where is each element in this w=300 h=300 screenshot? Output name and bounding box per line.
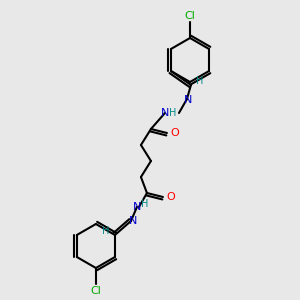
Text: Cl: Cl [91, 286, 101, 296]
Text: N: N [133, 202, 141, 212]
Text: Cl: Cl [184, 11, 195, 21]
Text: H: H [196, 76, 204, 86]
Text: N: N [129, 216, 137, 226]
Text: N: N [184, 95, 192, 105]
Text: N: N [161, 108, 169, 118]
Text: O: O [167, 192, 175, 202]
Text: H: H [102, 226, 110, 236]
Text: H: H [169, 108, 177, 118]
Text: O: O [171, 128, 179, 138]
Text: H: H [141, 199, 148, 209]
